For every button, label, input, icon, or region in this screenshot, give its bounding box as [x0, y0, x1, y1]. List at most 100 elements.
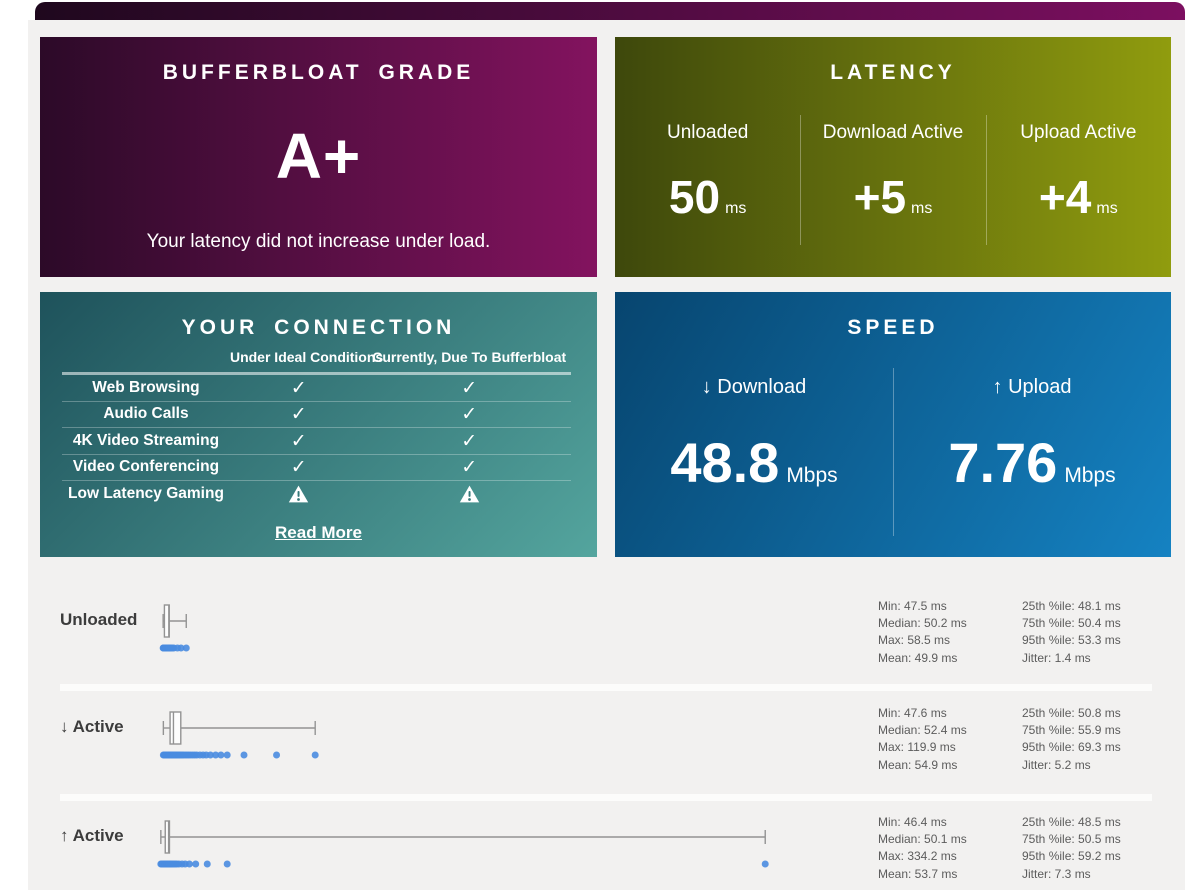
row-label: Video Conferencing [72, 458, 220, 476]
warning-icon [459, 485, 479, 503]
check-icon: ✓ [290, 456, 307, 479]
stat-item: Median: 52.4 ms [878, 723, 967, 738]
stat-item: 95th %ile: 59.2 ms [1022, 849, 1121, 864]
speed-card: SPEED ↓ Download 48.8 Mbps ↑ Upload 7.76 M… [615, 292, 1171, 557]
grade-value: A+ [275, 120, 362, 192]
stats-grid: Min: 47.5 ms 25th %ile: 48.1 ms Median: 50… [878, 598, 1121, 667]
column-divider [893, 368, 894, 536]
metric-value: 48.8 Mbps [670, 431, 838, 494]
stats-grid: Min: 47.6 ms 25th %ile: 50.8 ms Median: 52… [878, 705, 1121, 774]
latency-sample-dot [223, 751, 231, 759]
row-label: ↓ Active [60, 717, 124, 736]
metric-value: +5 ms [853, 171, 933, 223]
metric-label: Download Active [822, 122, 964, 143]
header-ideal: Under Ideal Conditions [229, 349, 384, 365]
stat-item: Max: 119.9 ms [878, 740, 956, 755]
latency-sample-dot [223, 860, 231, 868]
speed-columns: ↓ Download 48.8 Mbps ↑ Upload 7.76 Mbps [615, 292, 1171, 557]
metric-column: Unloaded 50 ms [615, 37, 800, 277]
grade-card-title: BUFFERBLOAT GRADE [162, 61, 475, 84]
read-more-link[interactable]: Read More [275, 523, 362, 542]
latency-sample-dot [192, 860, 200, 868]
stat-item: Min: 47.6 ms [878, 706, 947, 720]
latency-sample-dot [217, 751, 225, 759]
metric-unit: Mbps [1064, 464, 1116, 487]
current-mark: ✓ [367, 378, 571, 398]
latency-card: LATENCY Unloaded 50 ms Download Active +5… [615, 37, 1171, 277]
row-label: Audio Calls [103, 405, 189, 423]
row-label: 4K Video Streaming [72, 431, 220, 449]
latency-sample-dot [177, 644, 185, 652]
stat-item: Jitter: 5.2 ms [1022, 757, 1091, 772]
latency-sample-dot [206, 751, 214, 759]
stat-item: Min: 46.4 ms [878, 815, 947, 829]
stat-item: Jitter: 7.3 ms [1022, 866, 1091, 881]
metric-unit: ms [1096, 200, 1118, 217]
connection-card: YOUR CONNECTION Under Ideal Conditions C… [40, 292, 597, 557]
latency-sample-dot [212, 751, 220, 759]
stat-item: Mean: 53.7 ms [878, 866, 958, 881]
stat-item: 75th %ile: 50.5 ms [1022, 832, 1121, 847]
latency-row: ↓ Active Min: 47.6 ms 25th %ile: 50.8 ms M… [28, 673, 1185, 781]
latency-columns: Unloaded 50 ms Download Active +5 ms Uploa… [615, 37, 1171, 277]
metric-unit: ms [725, 200, 747, 217]
ideal-mark [230, 485, 367, 503]
stat-item: Mean: 54.9 ms [878, 757, 958, 772]
ideal-mark: ✓ [230, 431, 367, 451]
current-mark [367, 485, 571, 503]
ideal-mark: ✓ [230, 404, 367, 424]
stat-item: 25th %ile: 50.8 ms [1022, 706, 1121, 720]
latency-card-title: LATENCY [830, 61, 956, 84]
stat-item: 75th %ile: 55.9 ms [1022, 723, 1121, 738]
stat-item: 95th %ile: 53.3 ms [1022, 633, 1121, 648]
table-row: 4K Video Streaming ✓ ✓ [62, 427, 571, 454]
current-mark: ✓ [367, 457, 571, 477]
latency-sample-dot [185, 860, 193, 868]
latency-sample-dot [273, 751, 281, 759]
table-row: Low Latency Gaming [62, 480, 571, 507]
ideal-mark: ✓ [230, 378, 367, 398]
stat-item: 25th %ile: 48.5 ms [1022, 815, 1121, 829]
top-bar [35, 2, 1185, 20]
check-icon: ✓ [461, 376, 478, 399]
check-icon: ✓ [461, 403, 478, 426]
metric-value: 50 ms [668, 171, 747, 223]
latency-row: ↑ Active Min: 46.4 ms 25th %ile: 48.5 ms M… [28, 782, 1185, 890]
column-divider [986, 115, 987, 245]
stat-item: Median: 50.2 ms [878, 616, 967, 631]
metric-column: Download Active +5 ms [800, 37, 985, 277]
stat-item: Median: 50.1 ms [878, 832, 967, 847]
ideal-mark: ✓ [230, 457, 367, 477]
stat-item: Max: 334.2 ms [878, 849, 957, 864]
stat-item: 95th %ile: 69.3 ms [1022, 740, 1121, 755]
column-divider [800, 115, 801, 245]
latency-sample-dot [203, 860, 211, 868]
metric-label: ↑ Upload [992, 376, 1072, 398]
latency-sample-dot [311, 751, 319, 759]
current-mark: ✓ [367, 404, 571, 424]
row-label: Unloaded [60, 610, 138, 629]
header-current: Currently, Due To Bufferbloat [372, 349, 567, 365]
stat-item: Max: 58.5 ms [878, 633, 951, 648]
check-icon: ✓ [461, 429, 478, 452]
speed-card-title: SPEED [847, 316, 939, 339]
check-icon: ✓ [290, 429, 307, 452]
table-row: Video Conferencing ✓ ✓ [62, 453, 571, 481]
header-spacer [62, 349, 230, 365]
latency-sample-dot [240, 751, 248, 759]
connection-card-title: YOUR CONNECTION [181, 316, 456, 339]
stat-item: Jitter: 1.4 ms [1022, 650, 1091, 665]
metric-value: +4 ms [1038, 171, 1118, 223]
grade-subtitle: Your latency did not increase under load… [146, 231, 491, 252]
metric-unit: ms [911, 200, 933, 217]
stat-item: 75th %ile: 50.4 ms [1022, 616, 1121, 631]
row-label: ↑ Active [60, 826, 124, 845]
metric-column: ↑ Upload 7.76 Mbps [893, 292, 1171, 557]
warning-icon [288, 485, 309, 503]
check-icon: ✓ [290, 403, 307, 426]
connection-table: Under Ideal Conditions Currently, Due To… [62, 349, 571, 507]
row-label: Low Latency Gaming [68, 484, 224, 502]
stat-item: Min: 47.5 ms [878, 599, 947, 613]
boxplot [159, 711, 319, 759]
